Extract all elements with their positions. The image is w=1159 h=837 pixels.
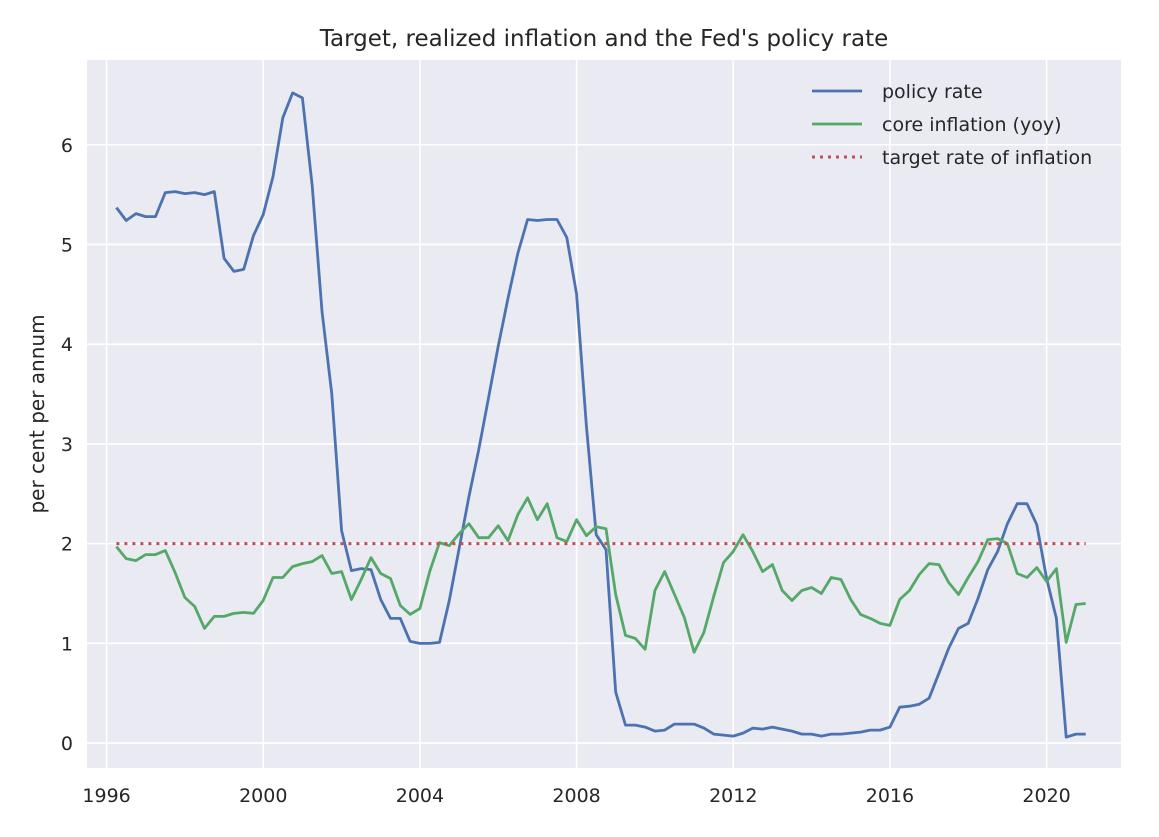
x-tick-label: 2020 [1022,785,1070,807]
y-tick-label: 0 [61,733,73,755]
series-layer [115,91,1086,739]
y-tick-label: 5 [61,234,73,256]
legend-label-core-inflation: core inflation (yoy) [882,114,1062,136]
y-tick-label: 3 [61,434,73,456]
x-tick-label: 2012 [709,785,757,807]
y-tick-labels: 0 1 2 3 4 5 6 [61,135,73,755]
x-tick-labels: 1996 2000 2004 2008 2012 2016 2020 [82,785,1070,807]
legend: policy rate core inflation (yoy) target … [812,81,1092,169]
series-core-inflation [115,496,1086,654]
series-policy-rate [115,91,1086,739]
y-axis-label: per cent per annum [25,314,49,513]
x-tick-label: 2004 [396,785,444,807]
y-tick-label: 1 [61,633,73,655]
vertical-gridlines [105,60,1048,768]
x-tick-label: 1996 [82,785,130,807]
y-tick-label: 2 [61,534,73,556]
y-tick-label: 6 [61,135,73,157]
legend-label-target-rate: target rate of inflation [882,147,1092,169]
x-tick-label: 2008 [552,785,600,807]
chart-title: Target, realized inflation and the Fed's… [319,26,889,52]
x-tick-label: 2016 [866,785,914,807]
legend-label-policy-rate: policy rate [882,81,983,103]
y-tick-label: 4 [61,334,73,356]
x-tick-label: 2000 [239,785,287,807]
